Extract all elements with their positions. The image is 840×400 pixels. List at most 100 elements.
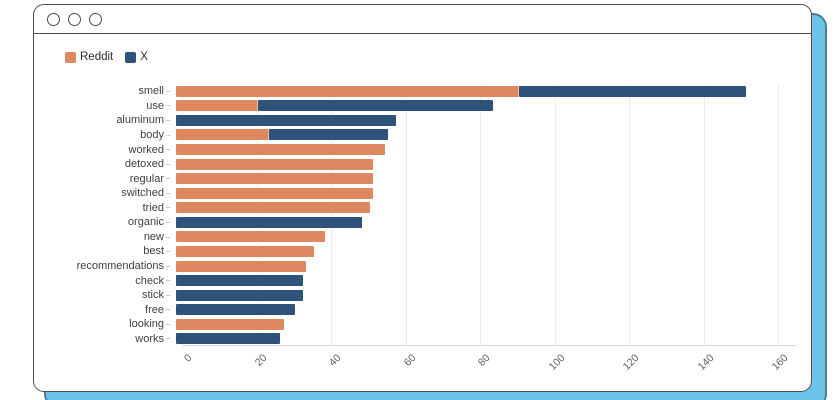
bar-segment-x-smell (518, 85, 746, 97)
bar-segment-x-works (176, 333, 281, 345)
chart-row-body: body (34, 128, 811, 143)
row-label: free (34, 304, 172, 316)
gridline (629, 84, 630, 345)
row-track (176, 333, 790, 345)
window-maximize-button[interactable] (89, 12, 102, 26)
bar-segment-reddit-detoxed (176, 158, 374, 170)
legend-label: X (140, 51, 148, 63)
row-label: tried (34, 202, 172, 214)
row-label: worked (34, 144, 172, 156)
bar-segment-x-body (269, 129, 389, 141)
chart-row-looking: looking (34, 317, 811, 332)
row-track (176, 231, 790, 243)
window-titlebar (34, 5, 811, 34)
bar-segment-x-stick (176, 289, 303, 301)
window-close-button[interactable] (47, 12, 60, 26)
row-track (176, 289, 790, 301)
bar-segment-x-aluminum (176, 114, 396, 126)
chart-plot-area (182, 84, 796, 346)
chart-row-stick: stick (34, 288, 811, 303)
row-track (176, 85, 790, 97)
bar-segment-x-free (176, 304, 296, 316)
chart-row-check: check (34, 273, 811, 288)
row-label: looking (34, 318, 172, 330)
row-track (176, 114, 790, 126)
window-content: Reddit X smell use aluminum body worked detoxe… (34, 34, 811, 391)
bar-segment-x-check (176, 275, 303, 287)
gridline (405, 84, 407, 345)
row-track (176, 202, 790, 214)
gridline (331, 84, 332, 345)
chart-row-worked: worked (34, 142, 811, 157)
chart-row-works: works (34, 332, 811, 347)
row-label: smell (34, 85, 172, 97)
row-track (176, 245, 790, 257)
row-track (176, 260, 790, 272)
row-label: new (34, 231, 172, 243)
browser-window: Reddit X smell use aluminum body worked detoxe… (33, 4, 812, 392)
legend-swatch-icon (65, 51, 76, 63)
row-label: detoxed (34, 158, 172, 170)
gridline (256, 84, 258, 345)
row-label: stick (34, 289, 172, 301)
row-label: check (34, 275, 172, 287)
bar-segment-reddit-smell (176, 85, 519, 97)
row-label: use (34, 100, 172, 112)
row-label: recommendations (34, 260, 172, 272)
bar-segment-reddit-recommendations (176, 260, 307, 272)
chart-row-use: use (34, 99, 811, 114)
row-label: switched (34, 187, 172, 199)
row-label: best (34, 245, 172, 257)
x-axis: 0 20 40 60 80 100 120 140 160 (181, 352, 791, 373)
bar-segment-reddit-switched (176, 187, 374, 199)
window-minimize-button[interactable] (68, 12, 81, 26)
gridline (480, 84, 481, 345)
row-label: aluminum (34, 114, 172, 126)
bar-segment-reddit-body (176, 129, 270, 141)
bar-segment-reddit-worked (176, 144, 385, 156)
row-track (176, 144, 790, 156)
chart-row-new: new (34, 230, 811, 245)
row-label: body (34, 129, 172, 141)
bar-segment-reddit-new (176, 231, 325, 243)
bar-chart: smell use aluminum body worked detoxed regular… (34, 84, 811, 380)
row-track (176, 158, 790, 170)
row-track (176, 187, 790, 199)
chart-row-switched: switched (34, 186, 811, 201)
chart-row-regular: regular (34, 171, 811, 186)
chart-rows: smell use aluminum body worked detoxed regular… (34, 84, 811, 346)
chart-row-aluminum: aluminum (34, 113, 811, 128)
bar-segment-reddit-best (176, 245, 314, 257)
row-track (176, 100, 790, 112)
bar-segment-x-organic (176, 216, 363, 228)
bar-segment-reddit-regular (176, 173, 374, 185)
chart-row-tried: tried (34, 201, 811, 216)
gridline (703, 84, 705, 345)
chart-row-best: best (34, 244, 811, 259)
chart-legend: Reddit X (65, 51, 148, 63)
bar-segment-reddit-looking (176, 318, 285, 330)
legend-item-x[interactable]: X (125, 51, 148, 63)
bar-segment-reddit-use (176, 100, 258, 112)
legend-item-reddit[interactable]: Reddit (65, 51, 113, 63)
row-label: organic (34, 216, 172, 228)
bar-segment-x-use (257, 100, 493, 112)
row-track (176, 318, 790, 330)
bar-segment-reddit-tried (176, 202, 370, 214)
legend-swatch-icon (125, 51, 137, 63)
row-track (176, 275, 790, 287)
chart-row-smell: smell (34, 84, 811, 99)
legend-label: Reddit (80, 51, 114, 63)
chart-row-organic: organic (34, 215, 811, 230)
row-track (176, 129, 790, 141)
gridline (182, 84, 183, 345)
row-track (176, 216, 790, 228)
row-track (176, 173, 790, 185)
gridline (778, 84, 779, 345)
row-label: works (34, 333, 172, 345)
chart-row-detoxed: detoxed (34, 157, 811, 172)
chart-row-recommendations: recommendations (34, 259, 811, 274)
row-track (176, 304, 790, 316)
chart-row-free: free (34, 302, 811, 317)
